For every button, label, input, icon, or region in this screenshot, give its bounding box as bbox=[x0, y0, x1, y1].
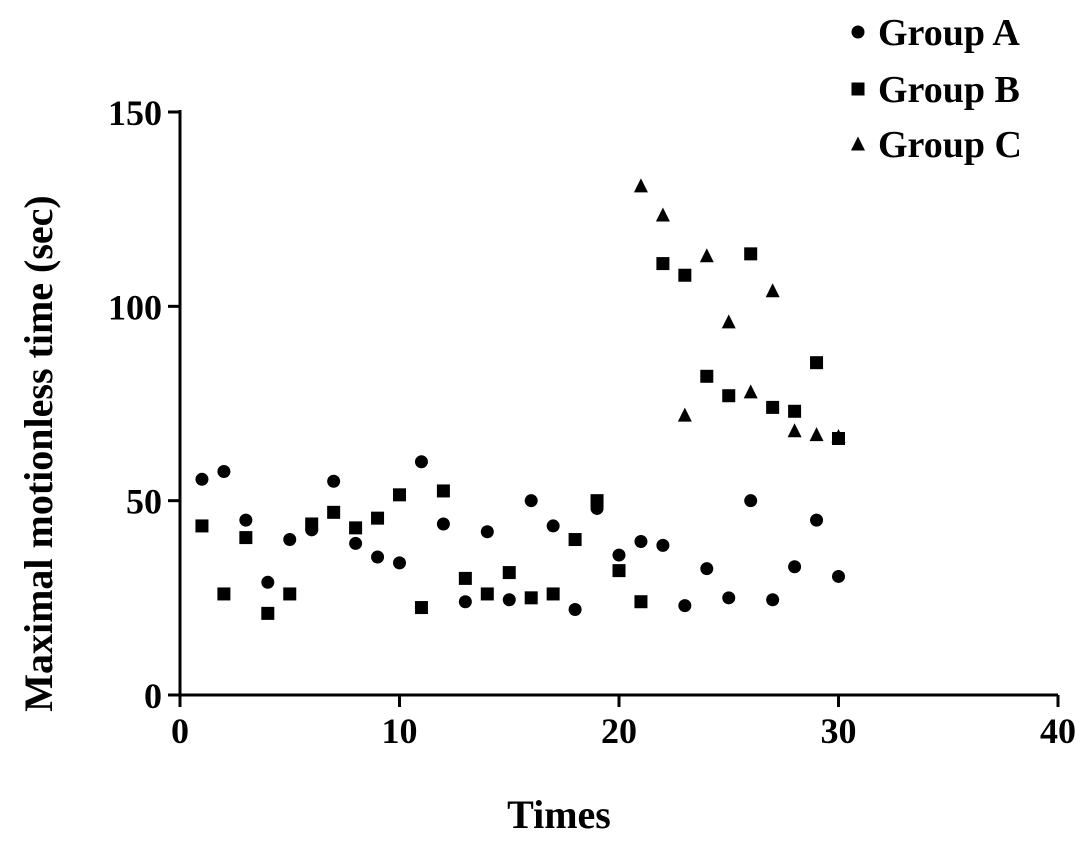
data-point-group-c bbox=[809, 427, 824, 442]
data-point-group-b bbox=[722, 389, 736, 403]
data-point-group-a bbox=[766, 593, 780, 607]
data-point-group-b bbox=[327, 505, 341, 519]
data-point-group-b bbox=[371, 511, 385, 525]
data-point-group-b bbox=[656, 257, 670, 271]
data-point-group-b bbox=[766, 400, 780, 414]
data-point-group-a bbox=[458, 595, 472, 609]
data-point-group-a bbox=[414, 455, 428, 469]
legend-label-group-a: Group A bbox=[878, 12, 1020, 54]
data-points bbox=[195, 178, 846, 620]
data-point-group-b bbox=[261, 606, 275, 620]
legend-label-group-b: Group B bbox=[878, 69, 1020, 111]
data-point-group-a bbox=[700, 562, 714, 576]
data-point-group-b bbox=[436, 484, 450, 498]
legend-item-group-c: Group C bbox=[851, 124, 1022, 166]
y-tick-label: 100 bbox=[108, 287, 162, 327]
data-point-group-b bbox=[788, 404, 802, 418]
data-point-group-b bbox=[634, 595, 648, 609]
data-point-group-c bbox=[787, 423, 802, 438]
data-point-group-a bbox=[634, 534, 648, 548]
x-axis-title: Times bbox=[507, 792, 611, 837]
data-point-group-a bbox=[678, 599, 692, 613]
data-point-group-b bbox=[678, 268, 692, 282]
data-point-group-b bbox=[590, 494, 604, 508]
data-point-group-c bbox=[831, 429, 846, 444]
data-point-group-a bbox=[656, 538, 670, 552]
data-point-group-a bbox=[612, 548, 626, 562]
data-point-group-c bbox=[655, 207, 670, 222]
legend-marker-square bbox=[851, 82, 865, 96]
data-point-group-c bbox=[633, 178, 648, 193]
x-tick-label: 20 bbox=[601, 711, 637, 751]
data-point-group-b bbox=[546, 587, 560, 601]
data-point-group-b bbox=[480, 587, 494, 601]
data-point-group-b bbox=[283, 587, 297, 601]
data-point-group-b bbox=[744, 247, 758, 261]
legend-marker-circle bbox=[851, 25, 865, 39]
legend-item-group-a: Group A bbox=[851, 12, 1020, 54]
data-point-group-c bbox=[765, 283, 780, 298]
data-point-group-b bbox=[305, 517, 319, 531]
legend-triangle-marker bbox=[851, 136, 865, 151]
data-point-group-b bbox=[239, 531, 253, 545]
data-point-group-b bbox=[458, 571, 472, 585]
data-point-group-b bbox=[524, 591, 538, 605]
y-axis-title: Maximal motionless time (sec) bbox=[16, 195, 61, 712]
data-point-group-a bbox=[480, 525, 494, 539]
legend-item-group-b: Group B bbox=[851, 69, 1020, 111]
data-point-group-b bbox=[612, 564, 626, 578]
data-point-group-a bbox=[832, 569, 845, 583]
data-point-group-b bbox=[568, 533, 582, 547]
data-point-group-c bbox=[721, 314, 736, 329]
legend-marker-triangle bbox=[851, 136, 865, 151]
data-point-group-b bbox=[502, 566, 516, 580]
legend-square-marker bbox=[851, 82, 865, 96]
axes bbox=[178, 110, 1058, 697]
x-tick-label: 0 bbox=[171, 711, 189, 751]
data-point-group-c bbox=[699, 248, 714, 263]
legend: Group A Group B Group C bbox=[851, 12, 1022, 166]
data-point-group-b bbox=[700, 369, 714, 383]
data-point-group-b bbox=[810, 356, 824, 370]
data-point-group-b bbox=[217, 587, 231, 601]
x-tick-label: 10 bbox=[382, 711, 418, 751]
data-point-group-b bbox=[414, 601, 428, 615]
x-tick-label: 40 bbox=[1040, 711, 1076, 751]
data-point-group-a bbox=[810, 513, 824, 527]
legend-circle-marker bbox=[851, 25, 865, 39]
data-point-group-a bbox=[327, 474, 341, 488]
x-tick-label: 30 bbox=[821, 711, 857, 751]
data-point-group-a bbox=[436, 517, 450, 531]
data-point-group-c bbox=[743, 384, 758, 399]
data-point-group-a bbox=[722, 591, 736, 605]
data-point-group-c bbox=[677, 407, 692, 422]
data-point-group-a bbox=[261, 575, 275, 589]
data-point-group-b bbox=[195, 519, 209, 533]
y-tick-label: 50 bbox=[126, 482, 162, 522]
data-point-group-a bbox=[195, 472, 209, 486]
ticks: 0 10 20 30 40 0 50 100 150 bbox=[108, 93, 1076, 751]
data-point-group-b bbox=[349, 521, 363, 535]
data-point-group-a bbox=[217, 465, 231, 479]
data-point-group-a bbox=[393, 556, 406, 570]
data-point-group-a bbox=[371, 550, 385, 564]
legend-label-group-c: Group C bbox=[878, 124, 1022, 166]
data-point-group-a bbox=[502, 593, 516, 607]
data-point-group-a bbox=[546, 519, 560, 533]
data-point-group-a bbox=[349, 536, 363, 550]
data-point-group-a bbox=[744, 494, 758, 508]
y-tick-label: 150 bbox=[108, 93, 162, 133]
data-point-group-b bbox=[393, 488, 406, 502]
data-point-group-a bbox=[568, 602, 582, 616]
data-point-group-a bbox=[283, 533, 297, 547]
data-point-group-a bbox=[239, 513, 253, 527]
data-point-group-a bbox=[788, 560, 802, 574]
data-point-group-a bbox=[524, 494, 538, 508]
y-tick-label: 0 bbox=[144, 676, 162, 716]
